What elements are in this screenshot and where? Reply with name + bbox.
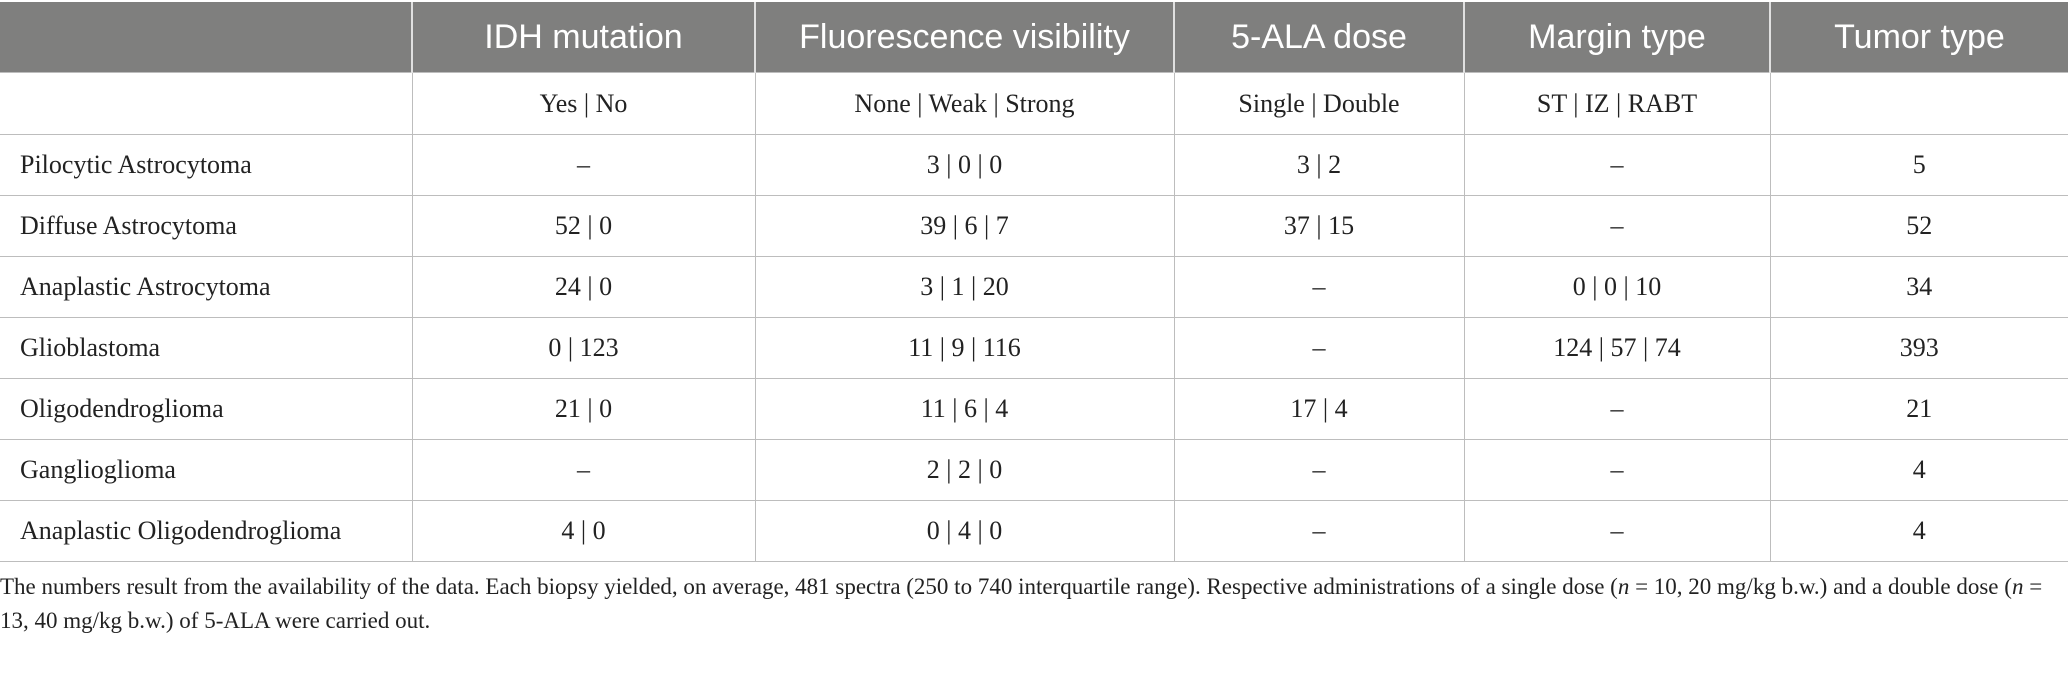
table-cell-tumor: 4 (1769, 439, 2068, 501)
table-cell-margin: 124 | 57 | 74 (1463, 317, 1771, 379)
table-cell-dose: – (1173, 500, 1465, 562)
header-row: IDH mutation Fluorescence visibility 5-A… (0, 2, 2068, 73)
table-cell-dose: – (1173, 439, 1465, 501)
row-label: Anaplastic Astrocytoma (0, 256, 413, 318)
table-cell-fluorescence: 0 | 4 | 0 (754, 500, 1175, 562)
footnote-text: = 13, 40 mg/kg b.w.) of 5-ALA were carri… (0, 574, 2043, 633)
table-footnote: The numbers result from the availability… (0, 570, 2060, 638)
table-row: Oligodendroglioma 21 | 0 11 | 6 | 4 17 | 4–… (0, 378, 2068, 440)
table-cell-tumor: 4 (1769, 500, 2068, 562)
row-label: Diffuse Astrocytoma (0, 195, 413, 257)
subheader-cell: ST | IZ | RABT (1463, 72, 1771, 135)
table-cell-margin: – (1463, 500, 1771, 562)
table-cell-tumor: 34 (1769, 256, 2068, 318)
footnote-text: The numbers result from the availability… (0, 574, 1618, 599)
table-cell-idh: – (411, 439, 756, 501)
table-row: Diffuse Astrocytoma 52 | 0 39 | 6 | 7 37 | … (0, 195, 2068, 257)
table-cell-fluorescence: 39 | 6 | 7 (754, 195, 1175, 257)
table-cell-fluorescence: 2 | 2 | 0 (754, 439, 1175, 501)
row-label: Glioblastoma (0, 317, 413, 379)
table-cell-dose: – (1173, 256, 1465, 318)
subheader-cell (0, 72, 413, 135)
table-cell-idh: 4 | 0 (411, 500, 756, 562)
row-label: Anaplastic Oligodendroglioma (0, 500, 413, 562)
table-cell-fluorescence: 3 | 1 | 20 (754, 256, 1175, 318)
table-cell-idh: – (411, 134, 756, 196)
table-cell-margin: – (1463, 195, 1771, 257)
table-cell-margin: 0 | 0 | 10 (1463, 256, 1771, 318)
table-cell-dose: – (1173, 317, 1465, 379)
row-label: Ganglioglioma (0, 439, 413, 501)
table-cell-dose: 37 | 15 (1173, 195, 1465, 257)
header-cell-margin-type: Margin type (1463, 2, 1770, 73)
table-cell-dose: 3 | 2 (1173, 134, 1465, 196)
subheader-row: Yes | No None | Weak | Strong Single | D… (0, 72, 2068, 135)
header-cell-idh-mutation: IDH mutation (411, 2, 755, 73)
table-cell-tumor: 393 (1769, 317, 2068, 379)
table-cell-tumor: 21 (1769, 378, 2068, 440)
table-cell-margin: – (1463, 134, 1771, 196)
row-label: Oligodendroglioma (0, 378, 413, 440)
table-cell-fluorescence: 3 | 0 | 0 (754, 134, 1175, 196)
row-label: Pilocytic Astrocytoma (0, 134, 413, 196)
footnote-n-symbol: n (2011, 574, 2024, 599)
data-table: IDH mutation Fluorescence visibility 5-A… (0, 2, 2068, 562)
table-cell-idh: 0 | 123 (411, 317, 756, 379)
header-cell-5-ala-dose: 5-ALA dose (1173, 2, 1464, 73)
header-cell-fluorescence-visibility: Fluorescence visibility (754, 2, 1174, 73)
table-row: Glioblastoma 0 | 123 11 | 9 | 116–124 | 57… (0, 317, 2068, 379)
subheader-cell: None | Weak | Strong (754, 72, 1175, 135)
subheader-cell: Yes | No (411, 72, 756, 135)
table-cell-tumor: 52 (1769, 195, 2068, 257)
subheader-cell (1769, 72, 2068, 135)
table-cell-idh: 24 | 0 (411, 256, 756, 318)
footnote-text: = 10, 20 mg/kg b.w.) and a double dose ( (1629, 574, 2012, 599)
table-cell-idh: 21 | 0 (411, 378, 756, 440)
table-cell-fluorescence: 11 | 6 | 4 (754, 378, 1175, 440)
table-cell-fluorescence: 11 | 9 | 116 (754, 317, 1175, 379)
table-cell-margin: – (1463, 439, 1771, 501)
header-cell-empty (0, 2, 412, 73)
table-cell-tumor: 5 (1769, 134, 2068, 196)
header-cell-tumor-type: Tumor type (1769, 2, 2068, 73)
table-row: Ganglioglioma –2 | 2 | 0– –4 (0, 439, 2068, 501)
footnote-n-symbol: n (1617, 574, 1630, 599)
table-cell-idh: 52 | 0 (411, 195, 756, 257)
subheader-cell: Single | Double (1173, 72, 1465, 135)
table-cell-margin: – (1463, 378, 1771, 440)
table-cell-dose: 17 | 4 (1173, 378, 1465, 440)
